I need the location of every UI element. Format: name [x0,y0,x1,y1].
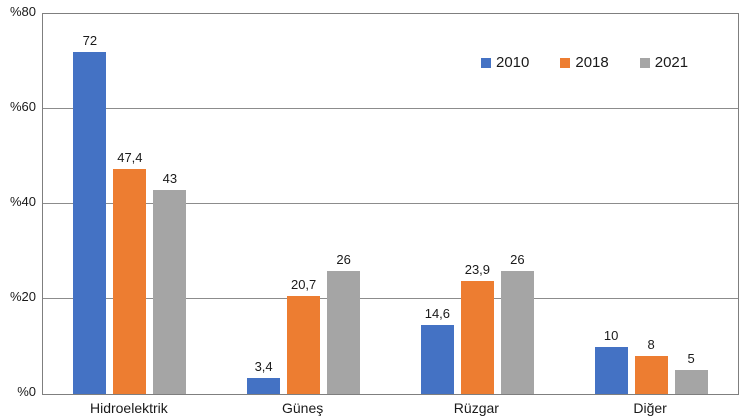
legend-item-2010: 2010 [481,54,529,72]
bar-value-label: 5 [687,351,695,367]
legend-swatch-icon [481,58,491,68]
bar-2010-güneş [247,377,281,394]
bar-2021-rüzgar [500,270,534,394]
y-tick-label: %20 [9,289,36,304]
bar-2018-diğer [634,356,668,394]
bar-2021-hidroelektrik [153,189,187,394]
x-category-label: Güneş [282,400,324,416]
plot-area: 72 47,4 43 3,4 20,7 26 14,6 23,9 26 10 8 5 2010 2018… [42,13,739,395]
x-category-label: Hidroelektrik [89,400,168,416]
bar-value-label: 3,4 [254,358,273,374]
bar-2018-hidroelektrik [113,168,147,394]
x-category-label: Rüzgar [453,400,499,416]
x-category-label: Diğer [633,400,667,416]
bar-value-label: 72 [82,33,98,48]
bar-value-label: 43 [162,170,178,186]
legend-swatch-icon [639,58,650,68]
y-tick-label: %0 [17,384,36,399]
bar-value-label: 14,6 [424,305,451,321]
bar-value-label: 47,4 [117,149,143,165]
legend: 2010 2018 2021 [481,54,688,72]
bar-2018-rüzgar [460,280,494,394]
gridline-60 [43,108,738,109]
y-tick-label: %80 [9,4,36,19]
bar-2018-güneş [287,295,321,394]
bar-value-label: 20,7 [290,276,317,292]
bar-2010-diğer [594,346,628,394]
gridline-20 [43,298,738,299]
y-tick-label: %40 [9,194,36,209]
bar-2021-güneş [327,270,361,394]
y-tick-label: %60 [9,99,36,114]
bar-value-label: 26 [510,251,525,267]
legend-label: 2010 [496,54,530,71]
bar-2010-rüzgar [420,324,454,394]
legend-swatch-icon [560,58,571,68]
bar-2010-hidroelektrik [73,52,107,394]
bar-2021-diğer [674,370,708,394]
legend-label: 2018 [575,54,609,71]
bar-value-label: 26 [336,251,351,267]
gridline-40 [43,203,738,204]
bar-value-label: 8 [647,337,655,352]
legend-item-2018: 2018 [560,54,609,72]
legend-label: 2021 [654,54,689,71]
bar-value-label: 10 [603,327,619,343]
bar-value-label: 23,9 [464,261,491,277]
legend-item-2021: 2021 [639,54,689,72]
